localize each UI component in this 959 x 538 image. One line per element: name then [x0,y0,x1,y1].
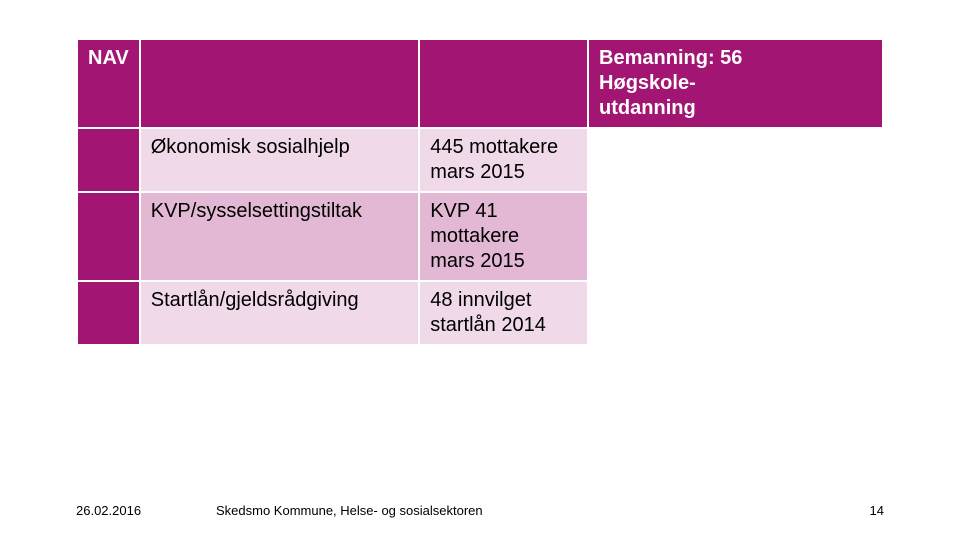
footer-page-number: 14 [844,503,884,518]
header-right-line3: utdanning [599,97,696,119]
header-empty-2 [420,40,587,127]
value-line: mars 2015 [430,161,525,183]
table-row: Startlån/gjeldsrådgiving 48 innvilget st… [78,282,882,344]
value-line: KVP 41 [430,200,497,222]
header-right-line2: Høgskole- [599,72,696,94]
table-row: Økonomisk sosialhjelp 445 mottakere mars… [78,129,882,191]
right-cell [589,282,882,344]
table-header-row: NAV Bemanning: 56 Høgskole- utdanning [78,40,882,127]
value-line: 445 mottakere [430,136,558,158]
header-right: Bemanning: 56 Høgskole- utdanning [589,40,882,127]
data-table: NAV Bemanning: 56 Høgskole- utdanning Øk… [76,38,884,346]
value-line: startlån 2014 [430,314,546,336]
header-right-line1: Bemanning: 56 [599,47,742,69]
value-line: mottakere [430,225,519,247]
value-cell: 445 mottakere mars 2015 [420,129,587,191]
service-cell: Økonomisk sosialhjelp [141,129,418,191]
service-cell: KVP/sysselsettingstiltak [141,193,418,280]
value-cell: 48 innvilget startlån 2014 [420,282,587,344]
row-stub [78,129,139,191]
right-cell [589,193,882,280]
value-cell: KVP 41 mottakere mars 2015 [420,193,587,280]
row-stub [78,282,139,344]
table-row: KVP/sysselsettingstiltak KVP 41 mottaker… [78,193,882,280]
footer: 26.02.2016 Skedsmo Kommune, Helse- og so… [76,503,884,518]
service-cell: Startlån/gjeldsrådgiving [141,282,418,344]
value-line: mars 2015 [430,250,525,272]
row-stub [78,193,139,280]
header-title: NAV [78,40,139,127]
right-cell [589,129,882,191]
header-empty-1 [141,40,418,127]
value-line: 48 innvilget [430,289,531,311]
footer-date: 26.02.2016 [76,503,216,518]
footer-center: Skedsmo Kommune, Helse- og sosialsektore… [216,503,844,518]
slide: NAV Bemanning: 56 Høgskole- utdanning Øk… [0,0,959,538]
